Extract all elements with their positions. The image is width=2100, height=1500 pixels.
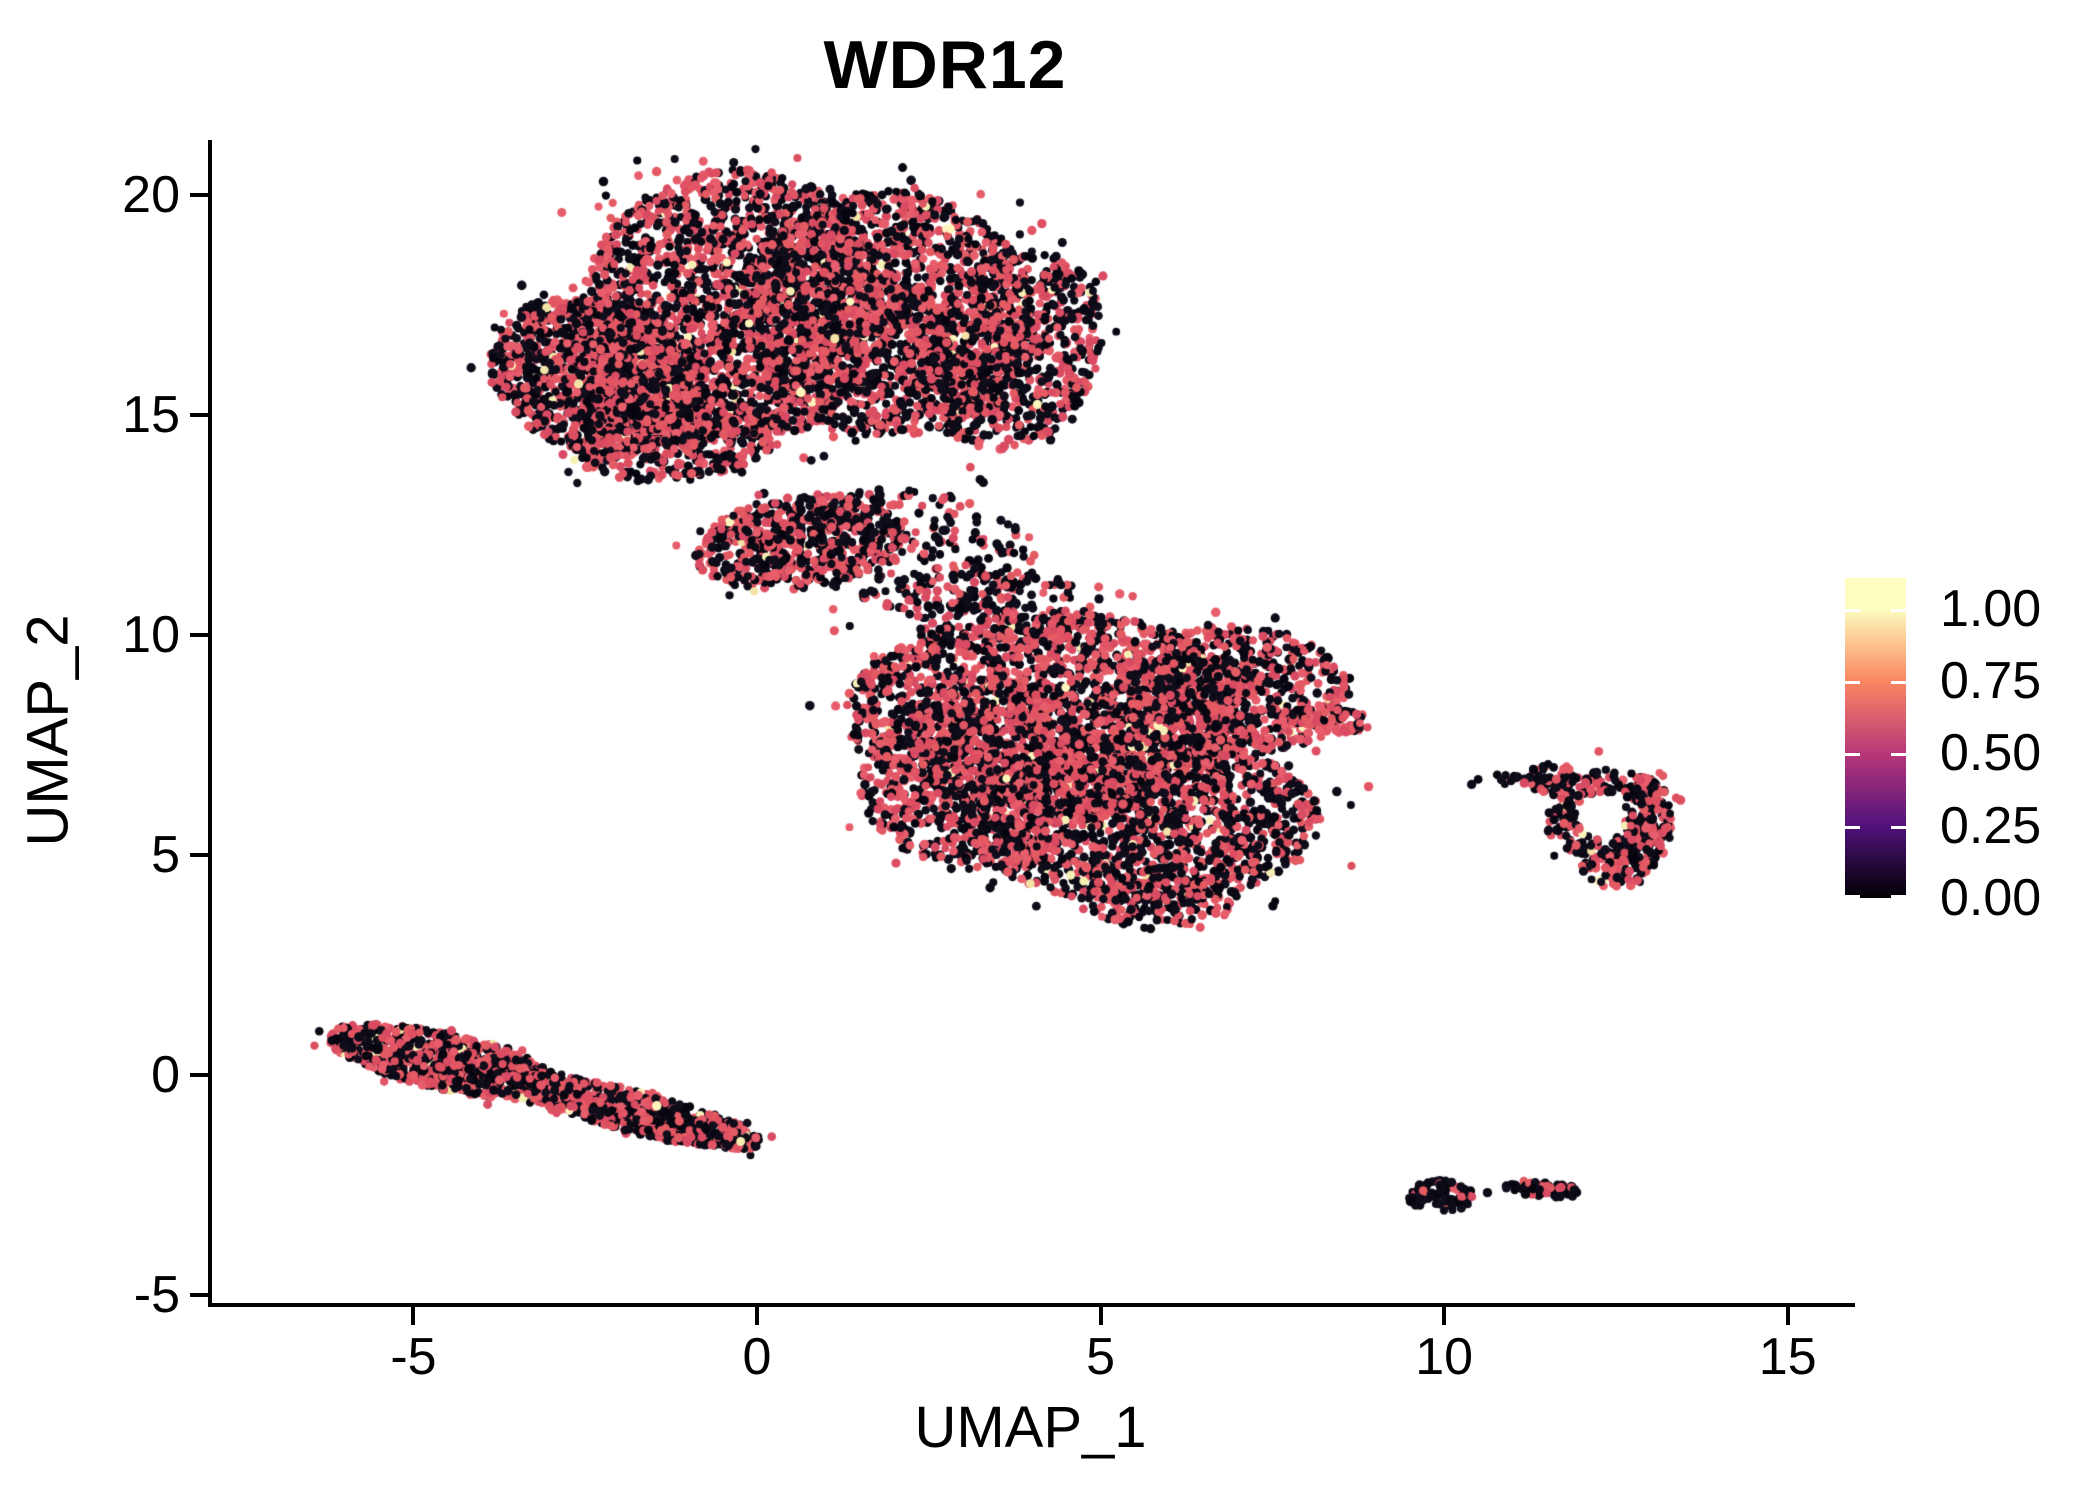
y-tick-mark (190, 412, 208, 417)
y-axis-title: UMAP_2 (15, 614, 81, 847)
x-tick-mark (1442, 1307, 1447, 1325)
x-tick-mark (755, 1307, 760, 1325)
colorbar-tick-label: 0.25 (1940, 796, 2042, 855)
y-tick-label: 5 (151, 825, 180, 884)
colorbar-tick-label: 0.00 (1940, 869, 2042, 927)
y-tick-mark (190, 192, 208, 197)
x-tick-mark (411, 1307, 416, 1325)
colorbar-tick-mark (1845, 608, 1860, 612)
colorbar-tick-mark (1891, 753, 1906, 757)
colorbar-tick-label: 0.50 (1940, 724, 2042, 783)
y-tick-label: 20 (122, 165, 180, 224)
y-tick-label: 15 (122, 385, 180, 444)
colorbar-legend: 1.00 0.75 0.50 0.25 0.00 (1845, 578, 2041, 925)
colorbar-tick-mark (1845, 753, 1860, 757)
y-tick-mark (190, 852, 208, 857)
colorbar-tick-mark (1845, 825, 1860, 829)
y-tick-mark (190, 1292, 208, 1297)
plot-title: WDR12 (823, 27, 1067, 103)
colorbar-tick-mark (1845, 895, 1860, 898)
x-axis-title: UMAP_1 (914, 1395, 1147, 1460)
colorbar-gradient (1845, 578, 1906, 898)
colorbar-tick-mark (1891, 825, 1906, 829)
x-tick-mark (1785, 1307, 1790, 1325)
colorbar-tick-mark (1845, 681, 1860, 685)
x-axis-line (208, 1303, 1855, 1307)
x-tick-label: 0 (742, 1328, 772, 1386)
x-tick-label: 10 (1415, 1328, 1474, 1386)
y-tick-mark (190, 1072, 208, 1077)
y-axis-line (208, 140, 212, 1307)
colorbar-tick-label: 1.00 (1940, 579, 2042, 638)
x-tick-label: -5 (390, 1328, 437, 1386)
x-tick-label: 15 (1758, 1328, 1817, 1386)
y-tick-label: -5 (133, 1265, 180, 1324)
colorbar-tick-label: 0.75 (1940, 652, 2042, 711)
y-tick-label: 0 (151, 1045, 180, 1104)
x-tick-label: 5 (1086, 1328, 1116, 1386)
colorbar-tick-mark (1891, 895, 1906, 898)
colorbar-tick-mark (1891, 608, 1906, 612)
y-tick-mark (190, 632, 208, 637)
x-tick-mark (1098, 1307, 1103, 1325)
colorbar-tick-mark (1891, 681, 1906, 685)
y-tick-label: 10 (122, 605, 180, 664)
